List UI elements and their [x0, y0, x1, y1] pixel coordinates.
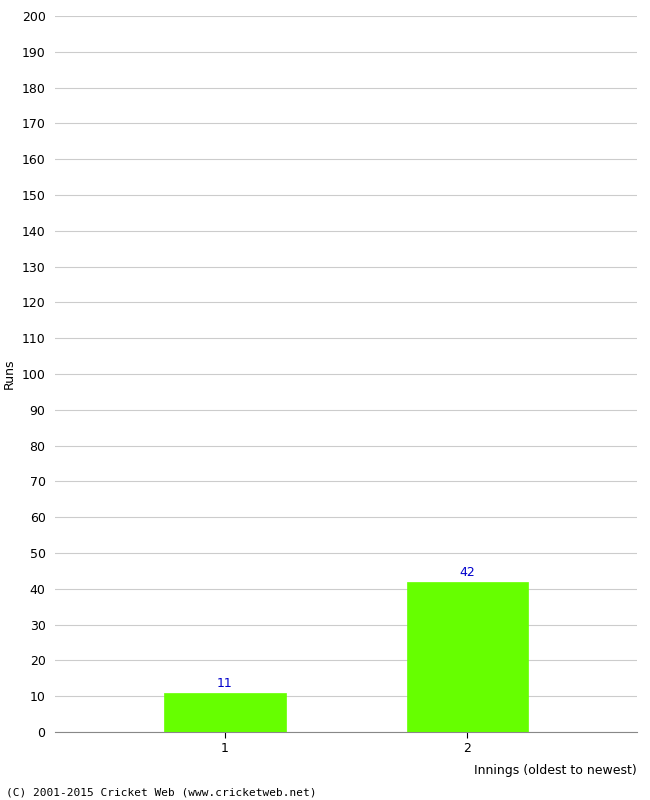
Y-axis label: Runs: Runs [3, 358, 16, 390]
Bar [407, 582, 528, 732]
Text: 11: 11 [217, 677, 233, 690]
Bar [164, 693, 285, 732]
X-axis label: Innings (oldest to newest): Innings (oldest to newest) [474, 764, 637, 778]
Text: 42: 42 [460, 566, 475, 578]
Text: (C) 2001-2015 Cricket Web (www.cricketweb.net): (C) 2001-2015 Cricket Web (www.cricketwe… [6, 787, 317, 798]
